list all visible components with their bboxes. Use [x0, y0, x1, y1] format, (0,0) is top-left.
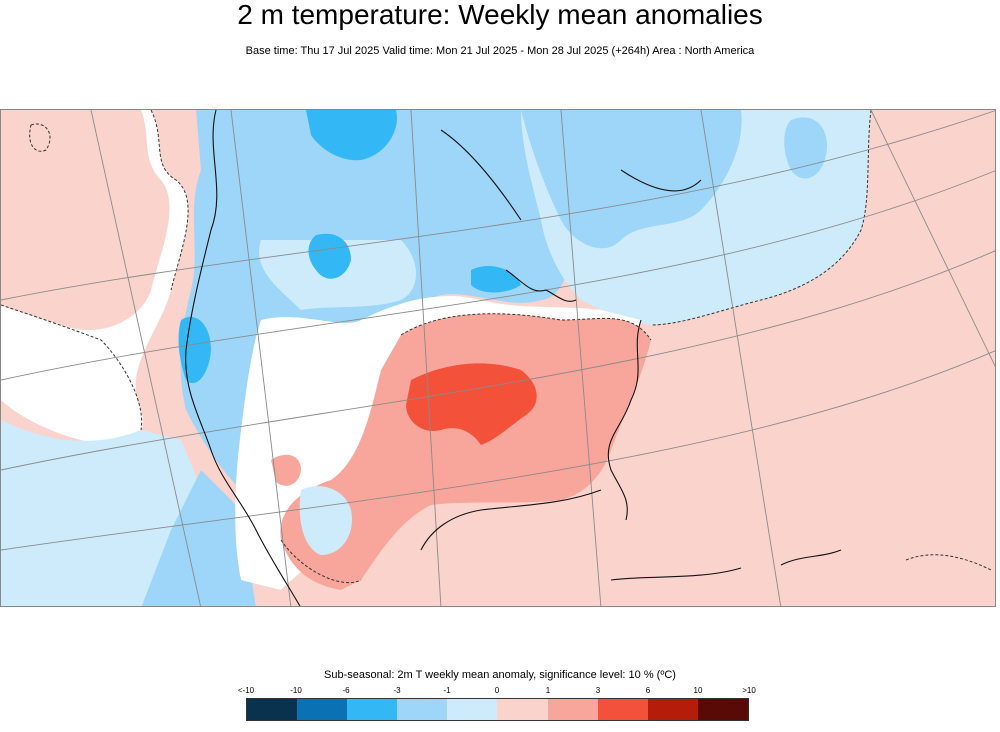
coastlines: [185, 110, 842, 606]
cold-core-great-basin: [178, 316, 211, 384]
map-subtitle: Base time: Thu 17 Jul 2025 Valid time: M…: [245, 45, 755, 57]
legend-ticks: <-10 -10 -6 -3 -1 0 1 3 6 10 >10: [238, 686, 756, 698]
legend-swatch: [547, 699, 598, 720]
legend-swatch: [347, 699, 398, 720]
legend-title: Sub-seasonal: 2m T weekly mean anomaly, …: [324, 669, 676, 681]
legend-swatch: [597, 699, 648, 720]
legend-swatch: [247, 699, 298, 720]
warm-patch-southwest: [271, 454, 301, 486]
legend-tick: 3: [595, 686, 601, 695]
map-canvas: [1, 110, 995, 606]
cold-zone-baja: [141, 470, 256, 606]
legend-swatch: [697, 699, 748, 720]
legend-tick: -6: [342, 686, 350, 695]
legend-tick: -10: [290, 686, 302, 695]
cold-core-great-lakes: [471, 265, 521, 293]
significance-contours: [1, 110, 992, 584]
cold-zone-quebec: [521, 110, 742, 249]
cold-core-arctic-coast: [306, 110, 397, 161]
legend-swatch: [447, 699, 498, 720]
legend-swatch: [497, 699, 548, 720]
legend-tick: 6: [645, 686, 651, 695]
legend-tick: 1: [545, 686, 551, 695]
legend-tick: 10: [693, 686, 703, 695]
warm-zone-southeast: [280, 313, 651, 590]
legend-tick: >10: [742, 686, 756, 695]
color-scale-bar: [246, 698, 749, 721]
legend-swatch: [297, 699, 348, 720]
legend-swatch: [397, 699, 448, 720]
legend-tick: <-10: [237, 686, 255, 695]
graticule: [1, 110, 995, 606]
warm-zone-pacific: [1, 110, 170, 331]
map-title: 2 m temperature: Weekly mean anomalies: [237, 0, 763, 30]
legend-tick: 0: [494, 686, 500, 695]
legend-tick: -3: [393, 686, 401, 695]
cold-patch-mexico: [299, 486, 352, 555]
anomaly-map: [0, 109, 996, 607]
legend-swatch: [647, 699, 698, 720]
legend-tick: -1: [443, 686, 451, 695]
cold-core-rockies: [308, 233, 351, 279]
